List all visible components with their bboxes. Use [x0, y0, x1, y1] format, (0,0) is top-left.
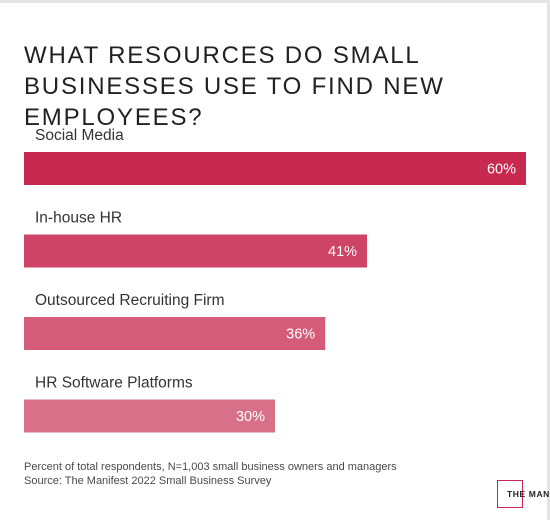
logo-frame	[497, 480, 523, 508]
category-label: In-house HR	[35, 210, 122, 227]
category-label: Outsourced Recruiting Firm	[35, 292, 225, 309]
right-border	[547, 0, 550, 520]
logo-text: THE MANIFEST	[507, 489, 550, 499]
footnote: Percent of total respondents, N=1,003 sm…	[24, 460, 397, 488]
bar-value-label: 41%	[328, 244, 357, 260]
bar	[24, 399, 275, 433]
category-label: HR Software Platforms	[35, 375, 193, 392]
footnote-respondents: Percent of total respondents, N=1,003 sm…	[24, 461, 397, 473]
bar	[24, 317, 326, 350]
bar-value-label: 36%	[286, 327, 315, 343]
bar	[24, 234, 368, 268]
footnote-source: Source: The Manifest 2022 Small Business…	[24, 475, 272, 487]
bar-value-label: 30%	[236, 409, 265, 425]
category-label: Social Media	[35, 127, 124, 144]
chart-title: What resources do small businesses use t…	[24, 42, 445, 131]
top-border	[0, 0, 550, 3]
bar-value-label: 60%	[487, 162, 516, 178]
manifest-logo: THE MANIFEST	[497, 480, 550, 510]
bar	[24, 152, 526, 185]
